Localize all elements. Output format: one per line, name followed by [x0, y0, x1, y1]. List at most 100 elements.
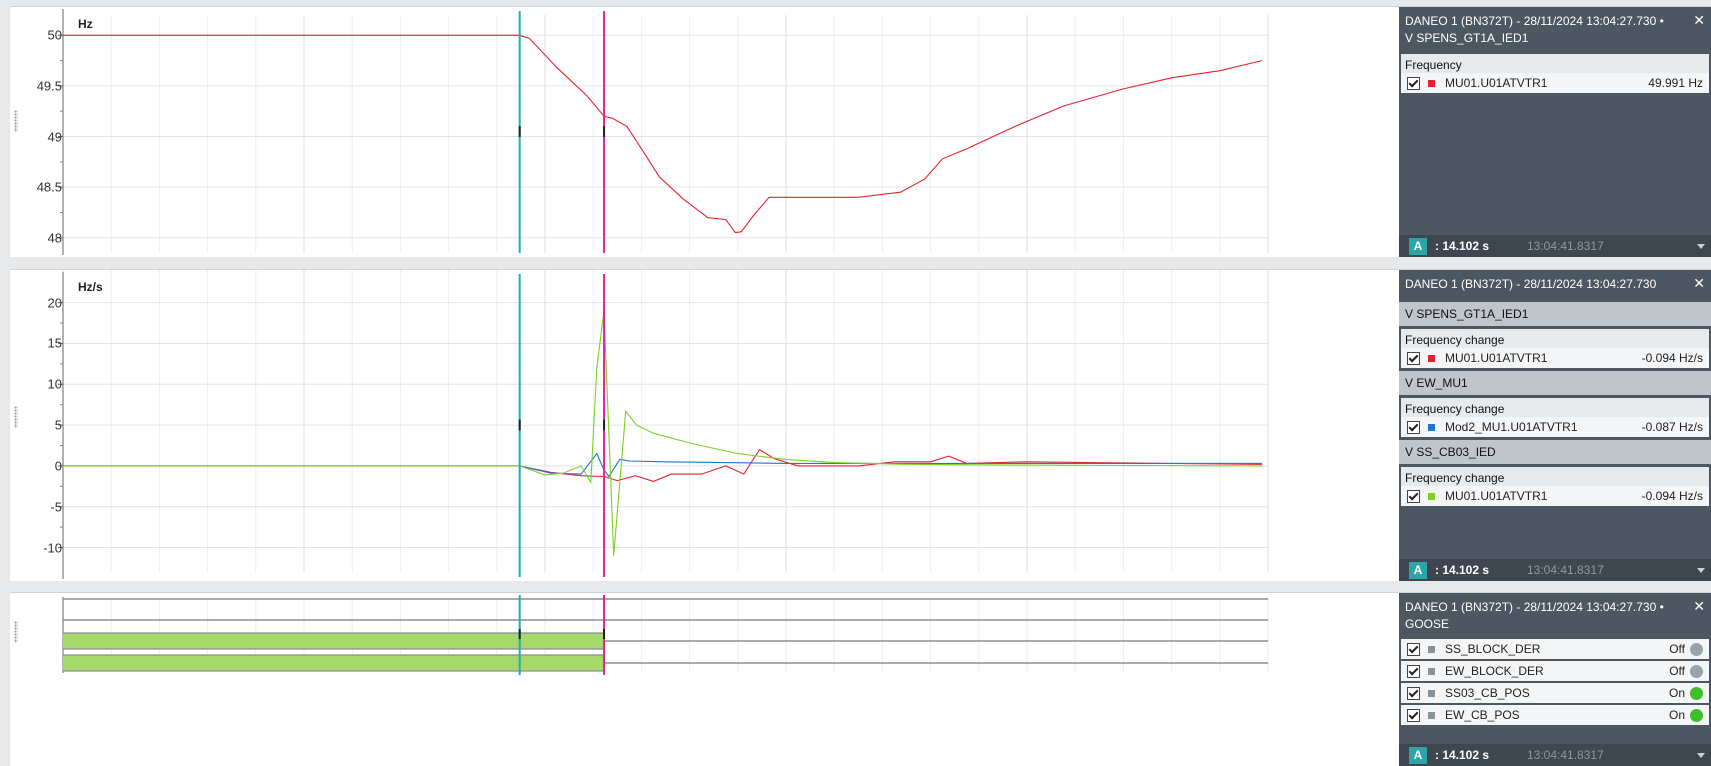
series-color-swatch	[1428, 354, 1435, 362]
signal-visible-checkbox[interactable]	[1407, 489, 1420, 503]
pane-resize-grip[interactable]	[14, 110, 18, 132]
cursor-a-handle[interactable]	[518, 126, 521, 137]
cursor-a-handle[interactable]	[518, 419, 521, 431]
cursor-a-badge[interactable]: A	[1409, 561, 1427, 579]
frequency-chart-pane: Hz 50 49.5 49 48.5 48 DANEO 1 (BN372T) - 28/…	[10, 6, 1711, 257]
series-color-swatch	[1428, 423, 1435, 431]
chevron-down-icon[interactable]	[1697, 567, 1705, 573]
y-tick-label: 20	[47, 295, 62, 311]
y-axis-unit-label: Hz	[78, 17, 93, 31]
signal-visible-checkbox[interactable]	[1407, 686, 1420, 700]
goose-binary-chart[interactable]	[10, 593, 1280, 766]
signal-state: Off	[1669, 664, 1685, 678]
signal-row: MU01.U01ATVTR1 49.991 Hz	[1401, 73, 1709, 93]
signal-visible-checkbox[interactable]	[1407, 420, 1420, 434]
y-tick-label: -10	[43, 540, 62, 555]
y-tick-label: 48.5	[36, 179, 62, 195]
cursor-a-badge[interactable]: A	[1409, 746, 1427, 764]
signal-value: -0.087 Hz/s	[1641, 420, 1703, 434]
recording-title: DANEO 1 (BN372T) - 28/11/2024 13:04:27.7…	[1405, 277, 1657, 291]
device-name: V SPENS_GT1A_IED1	[1405, 31, 1529, 45]
grid	[62, 15, 1269, 253]
grid	[62, 270, 1269, 572]
recording-title: DANEO 1 (BN372T) - 28/11/2024 13:04:27.7…	[1405, 600, 1664, 614]
state-indicator-icon	[1690, 642, 1703, 656]
cursor-relative-time: : 14.102 s	[1435, 563, 1490, 577]
info-header: DANEO 1 (BN372T) - 28/11/2024 13:04:27.7…	[1399, 593, 1711, 637]
signal-group-title: Frequency	[1405, 58, 1462, 72]
signal-visible-checkbox[interactable]	[1407, 708, 1420, 722]
signal-name: SS_BLOCK_DER	[1445, 642, 1541, 656]
signal-value: -0.094 Hz/s	[1641, 489, 1703, 503]
chevron-down-icon[interactable]	[1697, 243, 1705, 249]
signal-name: MU01.U01ATVTR1	[1445, 76, 1548, 90]
goose-signal-row: EW_BLOCK_DER Off	[1401, 661, 1709, 681]
cursor-b-handle[interactable]	[603, 629, 606, 639]
signal-name: SS03_CB_POS	[1445, 686, 1530, 700]
cursor-a-badge[interactable]: A	[1409, 237, 1427, 255]
device-group-header: V SS_CB03_IED	[1399, 440, 1711, 464]
goose-signal-list: SS_BLOCK_DER Off EW_BLOCK_DER Off SS03_CB_PO…	[1401, 639, 1709, 725]
signal-group-title: Frequency change	[1405, 402, 1505, 416]
cursor-readout-bar: A : 14.102 s 13:04:41.8317	[1399, 559, 1711, 581]
chevron-down-icon[interactable]	[1697, 752, 1705, 758]
series-color-swatch	[1428, 711, 1435, 719]
series-color-swatch	[1428, 689, 1435, 697]
goose-info-panel: DANEO 1 (BN372T) - 28/11/2024 13:04:27.7…	[1399, 593, 1711, 766]
cursor-relative-time: : 14.102 s	[1435, 748, 1490, 762]
signal-visible-checkbox[interactable]	[1407, 664, 1420, 678]
state-indicator-icon	[1690, 686, 1703, 700]
goose-signal-row: EW_CB_POS On	[1401, 705, 1709, 725]
signal-name: MU01.U01ATVTR1	[1445, 351, 1548, 365]
signal-group: Frequency change MU01.U01ATVTR1 -0.094 Hz/…	[1401, 329, 1709, 368]
info-header: DANEO 1 (BN372T) - 28/11/2024 13:04:27.7…	[1399, 7, 1711, 51]
signal-row: MU01.U01ATVTR1 -0.094 Hz/s	[1401, 348, 1709, 368]
y-tick-label: 49.5	[36, 78, 62, 94]
signal-name: Mod2_MU1.U01ATVTR1	[1445, 420, 1578, 434]
close-icon[interactable]: ✕	[1693, 12, 1705, 28]
goose-trace-on-fill	[63, 655, 605, 671]
cursor-a-handle[interactable]	[518, 629, 521, 639]
signal-name: MU01.U01ATVTR1	[1445, 489, 1548, 503]
rocof-chart-pane: Hz/s 20 15 10 5 0 -5 -10 DANEO 1 (BN372T) - 28…	[10, 269, 1711, 581]
signal-visible-checkbox[interactable]	[1407, 76, 1420, 90]
signal-group: Frequency change Mod2_MU1.U01ATVTR1 -0.087…	[1401, 398, 1709, 437]
info-header: DANEO 1 (BN372T) - 28/11/2024 13:04:27.7…	[1399, 270, 1711, 299]
signal-value: -0.094 Hz/s	[1641, 351, 1703, 365]
cursor-b-handle[interactable]	[603, 126, 606, 137]
close-icon[interactable]: ✕	[1693, 275, 1705, 291]
close-icon[interactable]: ✕	[1693, 598, 1705, 614]
series-line-3	[63, 310, 1263, 556]
state-indicator-icon	[1690, 664, 1703, 678]
y-tick-label: 0	[54, 458, 62, 474]
pane-resize-grip[interactable]	[14, 406, 18, 428]
series-color-swatch	[1428, 645, 1435, 653]
frequency-chart[interactable]	[10, 7, 1280, 257]
y-tick-label: 5	[54, 417, 62, 433]
device-group-header: V EW_MU1	[1399, 371, 1711, 395]
signal-visible-checkbox[interactable]	[1407, 642, 1420, 656]
rocof-chart[interactable]	[10, 270, 1280, 581]
signal-state: On	[1668, 708, 1685, 722]
goose-trace-on-fill	[63, 633, 605, 649]
cursor-readout-bar: A : 14.102 s 13:04:41.8317	[1399, 235, 1711, 257]
signal-state: Off	[1669, 642, 1685, 656]
frequency-info-panel: DANEO 1 (BN372T) - 28/11/2024 13:04:27.7…	[1399, 7, 1711, 257]
goose-chart-pane: DANEO 1 (BN372T) - 28/11/2024 13:04:27.7…	[10, 592, 1711, 766]
y-axis-unit-label: Hz/s	[78, 280, 103, 294]
y-tick-label: 15	[47, 335, 62, 351]
pane-resize-grip[interactable]	[14, 621, 18, 643]
rocof-info-panel: DANEO 1 (BN372T) - 28/11/2024 13:04:27.7…	[1399, 270, 1711, 581]
y-tick-label: 49	[47, 129, 62, 145]
signal-name: EW_BLOCK_DER	[1445, 664, 1544, 678]
series-color-swatch	[1428, 667, 1435, 675]
signal-row: Mod2_MU1.U01ATVTR1 -0.087 Hz/s	[1401, 417, 1709, 437]
cursor-b-handle[interactable]	[603, 419, 606, 431]
recording-title: DANEO 1 (BN372T) - 28/11/2024 13:04:27.7…	[1405, 14, 1664, 28]
series-color-swatch	[1428, 79, 1435, 87]
signal-row: MU01.U01ATVTR1 -0.094 Hz/s	[1401, 486, 1709, 506]
signal-visible-checkbox[interactable]	[1407, 351, 1420, 365]
signal-name: EW_CB_POS	[1445, 708, 1520, 722]
series-line-1	[63, 448, 1263, 482]
goose-signal-row: SS_BLOCK_DER Off	[1401, 639, 1709, 659]
